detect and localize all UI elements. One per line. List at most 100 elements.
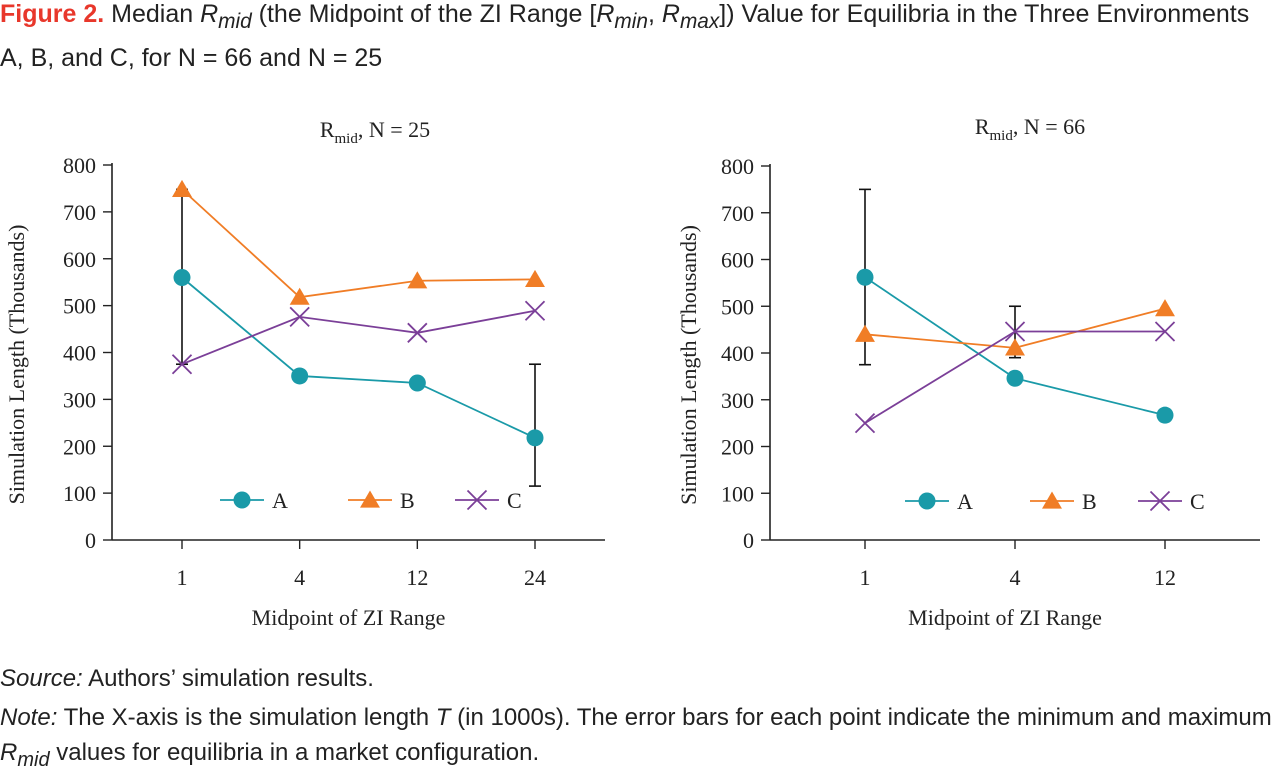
note-r-sub: mid: [17, 748, 50, 771]
series-line-B: [181, 188, 536, 299]
y-tick-label-500: 500: [63, 294, 96, 319]
point-C-12-stroke-b: [407, 322, 428, 343]
legend-marker-C-stroke-b: [1149, 490, 1171, 512]
point-C-12: [1154, 321, 1176, 342]
x-tick-label-24: 24: [524, 565, 546, 590]
point-B-1: [172, 179, 192, 197]
chart-n66: Rmid, N = 66 0 100 200 300 400 500 600 700 800 1 4 1…: [660, 110, 1280, 630]
title-mid: mid: [218, 10, 252, 33]
point-C-12: [407, 322, 428, 343]
note-label: Note:: [0, 704, 58, 731]
y-tick-label-800: 800: [721, 154, 754, 179]
source-label: Source:: [0, 665, 83, 692]
x-tick-label-12: 12: [406, 565, 428, 590]
legend-entry-A: A: [220, 488, 288, 513]
y-tick-label-300: 300: [63, 387, 96, 412]
y-tick-label-700: 700: [721, 201, 754, 226]
title-r-max: R: [661, 0, 680, 28]
point-A-12: [408, 374, 426, 392]
y-tick-label-100: 100: [63, 481, 96, 506]
x-tick-label-1: 1: [177, 565, 188, 590]
x-tick-label-12: 12: [1154, 565, 1176, 590]
chart-title-sub: mid: [335, 131, 359, 147]
note-text-1: The X-axis is the simulation length: [57, 704, 436, 731]
title-r-min: R: [596, 0, 615, 28]
chart-title: Rmid, N = 66: [975, 114, 1085, 144]
series-points-B: [855, 299, 1175, 356]
note: Note: The X-axis is the simulation lengt…: [0, 700, 1272, 778]
x-axis-label: Midpoint of ZI Range: [252, 605, 446, 630]
title-text: Median: [104, 0, 201, 28]
legend-entry-A: A: [905, 489, 973, 514]
point-A-12: [1156, 406, 1174, 424]
series-line-C: [181, 309, 536, 366]
title-text-2: (the Midpoint of the ZI Range [: [251, 0, 597, 28]
legend-entry-B: B: [1030, 489, 1097, 514]
point-B-1: [855, 324, 875, 342]
note-text-3: values for equilibria in a market config…: [49, 739, 540, 766]
point-C-4-stroke-b: [289, 306, 310, 328]
source-note: Source: Authors’ simulation results.: [0, 662, 374, 696]
series-points-A: [173, 269, 544, 447]
series-points-A: [856, 268, 1174, 424]
point-C-1-stroke-b: [171, 354, 193, 375]
legend-label-A: A: [957, 489, 973, 514]
note-T: T: [435, 704, 451, 731]
legend-label-B: B: [400, 488, 415, 513]
y-tick-label-400: 400: [721, 341, 754, 366]
chart-title-r: R: [975, 114, 990, 139]
legend-marker-C: [1149, 490, 1171, 512]
error-bar-24: [529, 363, 541, 487]
point-C-4-stroke-b: [1004, 321, 1026, 342]
y-tick-label-500: 500: [721, 294, 754, 319]
y-tick-label-600: 600: [721, 248, 754, 273]
title-text-3: ]) Value for Equilibria in the Three Env…: [0, 0, 1250, 72]
chart-title-r: R: [320, 117, 335, 142]
y-tick-label-0: 0: [85, 528, 96, 553]
note-text-2: (in 1000s). The error bars for each poin…: [450, 704, 1272, 731]
chart-title-rest: , N = 66: [1013, 114, 1085, 139]
point-B-4: [289, 287, 310, 305]
legend-entry-C: C: [455, 488, 522, 513]
point-A-4: [1006, 369, 1024, 387]
point-B-12: [407, 271, 428, 289]
series-points-C: [854, 321, 1176, 434]
point-C-1: [854, 412, 876, 434]
legend-label-C: C: [1190, 489, 1205, 514]
chart-n66-svg: Rmid, N = 66 0 100 200 300 400 500 600 700 800 1 4 1…: [676, 114, 1260, 630]
title-max: max: [679, 10, 720, 33]
y-tick-label-200: 200: [63, 434, 96, 459]
y-tick-label-100: 100: [721, 481, 754, 506]
x-tick-label-4: 4: [1010, 565, 1021, 590]
y-axis-label: Simulation Length (Thousands): [676, 225, 701, 505]
series-points-C: [171, 300, 546, 375]
point-C-12-stroke-b: [1154, 321, 1176, 342]
chart-title-sub: mid: [990, 128, 1014, 144]
x-tick-label-1: 1: [860, 565, 871, 590]
chart-n25: Rmid, N = 25 0 100 200 300 400 500 600 700 800 1 4 1…: [0, 110, 640, 630]
x-tick-label-4: 4: [294, 565, 305, 590]
point-C-24: [524, 300, 546, 321]
figure-title: Figure 2. Median Rmid (the Midpoint of t…: [0, 0, 1270, 77]
legend-marker-B: [1042, 491, 1062, 509]
y-axis-label: Simulation Length (Thousands): [4, 225, 29, 505]
legend-label-C: C: [507, 488, 522, 513]
legend-marker-C-stroke-b: [466, 489, 488, 511]
title-min: min: [614, 10, 648, 33]
point-B-12: [1155, 299, 1175, 317]
point-A-1: [173, 269, 191, 286]
title-r: R: [200, 0, 219, 28]
point-B-24: [525, 269, 545, 287]
legend-entry-B: B: [348, 488, 415, 513]
point-B-4: [1005, 338, 1025, 356]
y-tick-label-700: 700: [63, 200, 96, 225]
source-text: Authors’ simulation results.: [82, 665, 374, 692]
legend-marker-C: [466, 489, 488, 511]
point-C-24-stroke-b: [524, 300, 546, 321]
y-tick-label-0: 0: [743, 528, 754, 553]
y-tick-label-200: 200: [721, 435, 754, 460]
y-tick-label-800: 800: [63, 153, 96, 178]
legend-entry-C: C: [1138, 489, 1205, 514]
chart-n25-svg: Rmid, N = 25 0 100 200 300 400 500 600 700 800 1 4 1…: [4, 117, 605, 630]
note-r: R: [0, 739, 18, 766]
